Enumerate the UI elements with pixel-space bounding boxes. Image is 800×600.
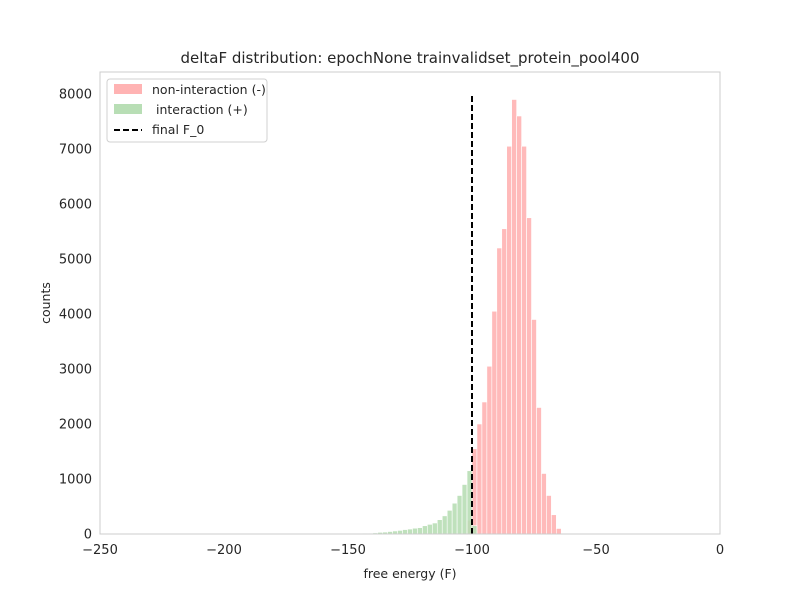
- bar-non-interaction-17: [551, 514, 557, 535]
- bar-non-interaction-9: [511, 99, 517, 535]
- bar-non-interaction-15: [541, 473, 547, 535]
- bar-non-interaction-12: [526, 217, 532, 535]
- bar-non-interaction-11: [521, 145, 527, 535]
- x-tick-label: −150: [330, 543, 366, 558]
- bar-non-interaction-16: [546, 495, 552, 535]
- bar-interaction-12: [422, 525, 428, 535]
- y-tick-label: 3000: [59, 363, 92, 378]
- y-tick-label: 4000: [59, 308, 92, 323]
- bar-non-interaction-18: [556, 528, 562, 535]
- y-tick-labels: 0 1000 2000 3000 4000 5000 6000 7000 8000: [59, 88, 92, 543]
- bar-interaction-19: [456, 495, 463, 535]
- bar-non-interaction-7: [501, 228, 508, 535]
- plot-frame: [99, 71, 721, 535]
- x-tick-label: 0: [716, 543, 724, 558]
- bar-interaction-11: [417, 527, 423, 535]
- bar-interaction-16: [441, 515, 448, 535]
- bar-interaction-18: [451, 502, 458, 535]
- x-tick-labels: −250 −200 −150 −100 −50 0: [82, 543, 724, 558]
- y-axis-label: counts: [38, 282, 53, 324]
- bar-interaction-15: [436, 519, 443, 535]
- legend-label-interaction: interaction (+): [152, 102, 248, 117]
- bar-non-interaction-4: [486, 365, 493, 535]
- y-tick-label: 6000: [59, 198, 92, 213]
- x-axis-label: free energy (F): [363, 566, 456, 581]
- bar-interaction-10: [412, 527, 418, 535]
- bar-interaction-9: [407, 528, 413, 535]
- bar-interaction-7: [397, 530, 403, 535]
- bar-interaction-8: [402, 529, 408, 535]
- plot-area: [100, 72, 720, 534]
- legend-label-final-f0: final F_0: [152, 122, 204, 137]
- legend-label-non-interaction: non-interaction (-): [152, 82, 266, 97]
- legend-frame: [106, 78, 268, 143]
- legend-swatch-non-interaction: [114, 84, 142, 94]
- y-tick-label: 5000: [59, 253, 92, 268]
- legend: non-interaction (-) interaction (+) fina…: [106, 78, 268, 143]
- x-tick-label: −50: [582, 543, 609, 558]
- bar-non-interaction-2: [476, 423, 483, 535]
- bar-interaction-14: [432, 522, 438, 535]
- chart-title: deltaF distribution: epochNone trainvali…: [180, 49, 639, 68]
- y-tick-label: 0: [84, 528, 92, 543]
- y-tick-label: 1000: [59, 473, 92, 488]
- bar-non-interaction-6: [496, 247, 503, 535]
- y-tick-label: 8000: [59, 88, 92, 103]
- bar-interaction-13: [427, 524, 433, 535]
- bar-interaction-17: [446, 510, 453, 535]
- x-tick-label: −100: [454, 543, 490, 558]
- bar-non-interaction-10: [516, 115, 522, 535]
- bar-non-interaction-5: [491, 310, 498, 535]
- x-tick-label: −200: [206, 543, 242, 558]
- x-tick-label: −250: [82, 543, 118, 558]
- bar-interaction-20: [461, 484, 468, 535]
- y-tick-label: 2000: [59, 418, 92, 433]
- bar-non-interaction-8: [506, 145, 512, 535]
- legend-swatch-interaction: [114, 104, 142, 114]
- y-tick-label: 7000: [59, 143, 92, 158]
- bar-non-interaction-14: [536, 407, 542, 535]
- bar-non-interaction-13: [531, 319, 537, 535]
- bar-non-interaction-3: [481, 401, 488, 535]
